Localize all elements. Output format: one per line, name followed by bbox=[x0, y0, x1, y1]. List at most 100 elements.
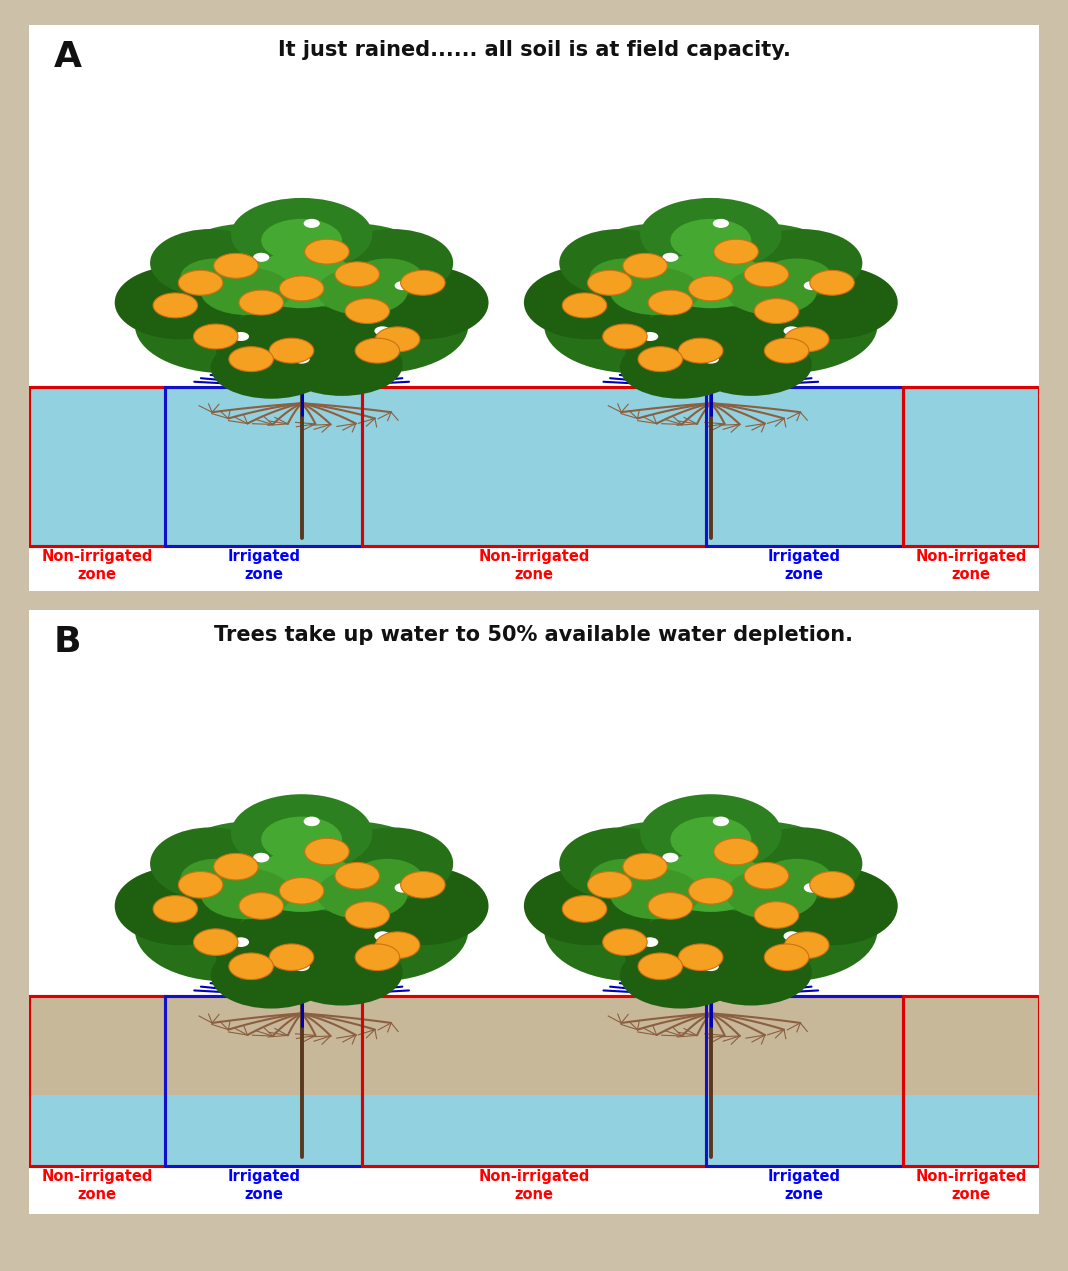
Ellipse shape bbox=[282, 334, 403, 395]
Ellipse shape bbox=[610, 267, 701, 315]
Circle shape bbox=[678, 944, 723, 971]
Circle shape bbox=[253, 253, 269, 262]
Bar bbox=[29, 388, 1039, 545]
Circle shape bbox=[269, 338, 314, 364]
Text: Non-irrigated
zone: Non-irrigated zone bbox=[42, 549, 153, 582]
Ellipse shape bbox=[286, 277, 469, 374]
Bar bbox=[706, 388, 902, 545]
Circle shape bbox=[638, 347, 682, 371]
Circle shape bbox=[280, 877, 324, 904]
Ellipse shape bbox=[741, 827, 862, 900]
Bar bbox=[295, 314, 309, 388]
Circle shape bbox=[784, 327, 800, 336]
Polygon shape bbox=[292, 365, 312, 388]
Ellipse shape bbox=[114, 867, 246, 946]
Circle shape bbox=[712, 816, 729, 826]
Text: Non-irrigated
zone: Non-irrigated zone bbox=[478, 549, 590, 582]
Circle shape bbox=[703, 355, 719, 364]
Ellipse shape bbox=[675, 224, 847, 314]
Circle shape bbox=[335, 863, 379, 888]
Circle shape bbox=[612, 877, 628, 887]
Ellipse shape bbox=[625, 305, 797, 390]
Circle shape bbox=[239, 892, 283, 919]
Text: A: A bbox=[54, 39, 82, 74]
Circle shape bbox=[355, 264, 371, 273]
Ellipse shape bbox=[317, 868, 408, 919]
Circle shape bbox=[394, 281, 411, 290]
Circle shape bbox=[764, 864, 780, 874]
Ellipse shape bbox=[590, 249, 832, 379]
Bar bbox=[362, 388, 706, 545]
Text: Non-irrigated
zone: Non-irrigated zone bbox=[42, 1168, 153, 1202]
Bar bbox=[166, 388, 362, 545]
Ellipse shape bbox=[656, 252, 767, 309]
Circle shape bbox=[562, 292, 607, 318]
Bar bbox=[29, 996, 1039, 1166]
Text: Non-irrigated
zone: Non-irrigated zone bbox=[478, 1168, 590, 1202]
Text: Non-irrigated
zone: Non-irrigated zone bbox=[915, 549, 1026, 582]
Ellipse shape bbox=[590, 849, 832, 988]
Circle shape bbox=[648, 290, 693, 315]
Ellipse shape bbox=[761, 258, 832, 296]
Circle shape bbox=[304, 839, 349, 864]
Text: Trees take up water to 50% available water depletion.: Trees take up water to 50% available wat… bbox=[215, 625, 853, 646]
Circle shape bbox=[214, 253, 258, 278]
Ellipse shape bbox=[625, 909, 797, 999]
Ellipse shape bbox=[671, 219, 751, 262]
Ellipse shape bbox=[656, 852, 767, 913]
Ellipse shape bbox=[135, 878, 317, 981]
Polygon shape bbox=[701, 365, 721, 388]
Ellipse shape bbox=[286, 878, 469, 981]
Ellipse shape bbox=[575, 821, 747, 918]
Circle shape bbox=[193, 324, 238, 350]
Circle shape bbox=[662, 253, 678, 262]
Circle shape bbox=[648, 892, 693, 919]
Circle shape bbox=[713, 239, 758, 264]
Circle shape bbox=[764, 264, 780, 273]
Circle shape bbox=[810, 872, 854, 899]
Circle shape bbox=[562, 896, 607, 923]
Ellipse shape bbox=[180, 249, 423, 379]
Ellipse shape bbox=[767, 867, 898, 946]
Ellipse shape bbox=[282, 939, 403, 1005]
Ellipse shape bbox=[357, 867, 488, 946]
Text: Irrigated
zone: Irrigated zone bbox=[768, 1168, 841, 1202]
Circle shape bbox=[712, 219, 729, 228]
Ellipse shape bbox=[544, 878, 726, 981]
Ellipse shape bbox=[610, 868, 701, 919]
Ellipse shape bbox=[262, 816, 342, 863]
Circle shape bbox=[356, 338, 399, 364]
Circle shape bbox=[642, 937, 658, 947]
Circle shape bbox=[400, 271, 445, 295]
Text: It just rained...... all soil is at field capacity.: It just rained...... all soil is at fiel… bbox=[278, 39, 790, 60]
Ellipse shape bbox=[180, 258, 251, 296]
Ellipse shape bbox=[575, 224, 747, 314]
Bar bbox=[706, 996, 902, 1166]
Circle shape bbox=[214, 853, 258, 880]
Ellipse shape bbox=[135, 277, 317, 374]
Ellipse shape bbox=[671, 816, 751, 863]
Circle shape bbox=[229, 347, 273, 371]
Circle shape bbox=[375, 932, 391, 941]
Circle shape bbox=[335, 262, 379, 287]
Circle shape bbox=[713, 839, 758, 864]
Ellipse shape bbox=[317, 267, 408, 315]
Circle shape bbox=[394, 883, 411, 892]
Bar bbox=[166, 996, 362, 1166]
Ellipse shape bbox=[560, 827, 680, 900]
Circle shape bbox=[294, 961, 310, 971]
Bar bbox=[706, 388, 902, 545]
Circle shape bbox=[303, 219, 319, 228]
Ellipse shape bbox=[231, 794, 373, 873]
Circle shape bbox=[765, 338, 808, 364]
Circle shape bbox=[345, 901, 390, 928]
Circle shape bbox=[356, 944, 399, 971]
Bar bbox=[704, 314, 718, 388]
Circle shape bbox=[269, 944, 314, 971]
Circle shape bbox=[375, 932, 420, 958]
Ellipse shape bbox=[640, 198, 782, 272]
Circle shape bbox=[355, 864, 371, 874]
Circle shape bbox=[193, 929, 238, 956]
Ellipse shape bbox=[352, 258, 423, 296]
Bar bbox=[29, 1094, 166, 1166]
